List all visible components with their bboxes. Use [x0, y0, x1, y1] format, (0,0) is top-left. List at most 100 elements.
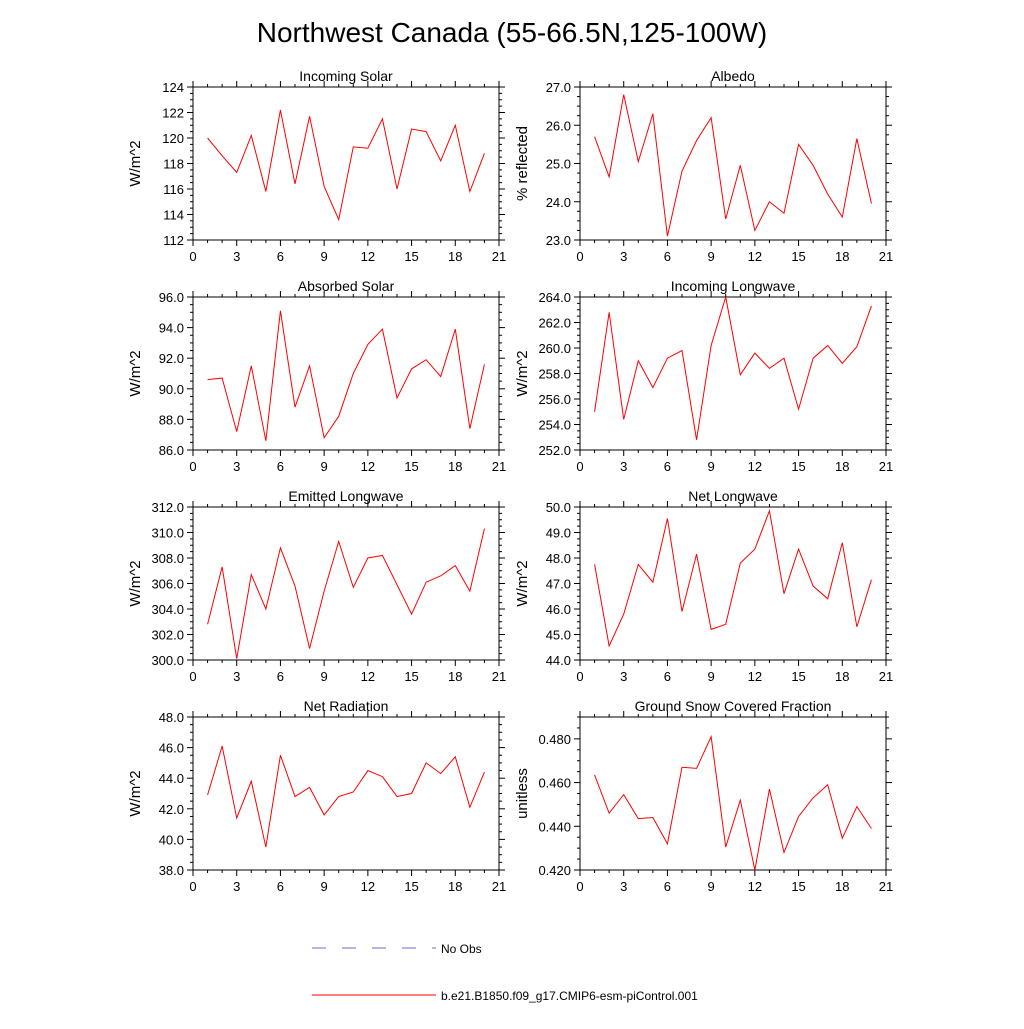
x-tick-label: 0: [189, 459, 196, 474]
series-line: [207, 109, 485, 222]
y-tick-label: 302.0: [151, 628, 184, 643]
x-tick-label: 6: [277, 249, 284, 264]
legend-obs-label: No Obs: [441, 942, 482, 956]
y-axis-label: % reflected: [514, 126, 531, 201]
y-tick-label: 308.0: [151, 551, 184, 566]
x-tick-label: 6: [664, 249, 671, 264]
panel-title: Net Radiation: [304, 698, 389, 714]
y-tick-label: 46.0: [159, 741, 184, 756]
x-tick-label: 18: [448, 249, 462, 264]
x-tick-label: 3: [620, 879, 627, 894]
x-tick-label: 3: [620, 459, 627, 474]
panel-absorbed-solar: Absorbed Solar W/m^2 0 3 6 9 12 15 18 21 86.0 88.0 9…: [127, 278, 506, 474]
y-tick-label: 124: [162, 80, 184, 95]
x-tick-label: 21: [492, 459, 506, 474]
panels: Incoming Solar W/m^2 0 3 6 9 12 15 18 21 112 114 116…: [127, 68, 893, 894]
x-tick-label: 6: [277, 669, 284, 684]
x-tick-label: 9: [321, 249, 328, 264]
panel-emitted-longwave: Emitted Longwave W/m^2 0 3 6 9 12 15 18 21 300.0 30…: [127, 488, 506, 684]
y-tick-label: 45.0: [546, 628, 571, 643]
x-tick-label: 18: [835, 669, 849, 684]
x-tick-label: 6: [277, 459, 284, 474]
panel-ground-snow-covered-fraction: Ground Snow Covered Fraction unitless 0 3 6 9…: [514, 698, 893, 894]
y-tick-label: 256.0: [538, 392, 571, 407]
x-tick-label: 0: [576, 669, 583, 684]
x-tick-label: 9: [708, 249, 715, 264]
y-tick-label: 38.0: [159, 863, 184, 878]
panel-title: Net Longwave: [688, 488, 778, 504]
y-tick-label: 0.480: [538, 732, 571, 747]
y-tick-label: 48.0: [546, 551, 571, 566]
y-axis-label: unitless: [514, 768, 531, 819]
y-axis-label: W/m^2: [514, 560, 531, 606]
series-line: [207, 310, 485, 441]
x-tick-label: 15: [404, 669, 418, 684]
y-tick-label: 114: [163, 208, 184, 223]
x-tick-label: 15: [791, 249, 805, 264]
y-axis-label: W/m^2: [127, 350, 144, 396]
x-tick-label: 21: [879, 459, 893, 474]
y-tick-label: 264.0: [538, 290, 571, 305]
x-tick-label: 3: [233, 669, 240, 684]
y-tick-label: 88.0: [159, 412, 184, 427]
x-tick-label: 12: [748, 249, 762, 264]
y-tick-label: 0.440: [538, 819, 571, 834]
y-tick-label: 122: [162, 106, 184, 121]
x-tick-label: 15: [404, 879, 418, 894]
y-tick-label: 118: [163, 157, 184, 172]
x-tick-label: 18: [835, 879, 849, 894]
x-tick-label: 9: [321, 669, 328, 684]
y-tick-label: 47.0: [546, 577, 571, 592]
y-tick-label: 46.0: [546, 602, 571, 617]
x-tick-label: 6: [664, 669, 671, 684]
x-tick-label: 0: [576, 459, 583, 474]
x-tick-label: 9: [321, 459, 328, 474]
x-tick-label: 9: [708, 459, 715, 474]
plot-frame: [579, 296, 887, 451]
x-tick-label: 12: [748, 669, 762, 684]
x-tick-label: 12: [361, 459, 375, 474]
y-tick-label: 0.460: [538, 776, 571, 791]
series-line: [594, 94, 872, 237]
y-axis-label: W/m^2: [127, 140, 144, 186]
y-tick-label: 94.0: [159, 321, 184, 336]
x-tick-label: 18: [448, 669, 462, 684]
y-tick-label: 304.0: [151, 602, 184, 617]
y-tick-label: 44.0: [159, 771, 184, 786]
panel-title: Incoming Longwave: [671, 278, 796, 294]
x-tick-label: 0: [189, 669, 196, 684]
x-tick-label: 6: [277, 879, 284, 894]
series-line: [207, 745, 485, 848]
y-tick-label: 24.0: [546, 195, 571, 210]
y-tick-label: 112: [163, 233, 184, 248]
x-tick-label: 6: [664, 879, 671, 894]
y-tick-label: 23.0: [546, 233, 571, 248]
y-tick-label: 120: [162, 131, 184, 146]
plot-frame: [192, 86, 500, 241]
legend-model-label: b.e21.B1850.f09_g17.CMIP6-esm-piControl.…: [441, 989, 698, 1003]
y-tick-label: 86.0: [159, 443, 184, 458]
panel-albedo: Albedo % reflected 0 3 6 9 12 15 18 21 23.0 24.0 25.…: [514, 68, 893, 264]
x-tick-label: 3: [620, 249, 627, 264]
y-tick-label: 40.0: [159, 832, 184, 847]
series-line: [594, 296, 872, 440]
series-line: [207, 528, 485, 659]
legend: No Obs b.e21.B1850.f09_g17.CMIP6-esm-piC…: [312, 942, 698, 1003]
y-tick-label: 310.0: [151, 526, 184, 541]
plot-frame: [579, 86, 887, 241]
y-tick-label: 50.0: [546, 500, 571, 515]
x-tick-label: 9: [708, 879, 715, 894]
y-tick-label: 300.0: [151, 653, 184, 668]
x-tick-label: 0: [576, 879, 583, 894]
plot-frame: [579, 506, 887, 661]
y-tick-label: 42.0: [159, 802, 184, 817]
figure-title: Northwest Canada (55-66.5N,125-100W): [257, 17, 767, 48]
panel-title: Emitted Longwave: [288, 488, 403, 504]
y-tick-label: 258.0: [538, 367, 571, 382]
y-axis-label: W/m^2: [514, 350, 531, 396]
y-tick-label: 25.0: [546, 157, 571, 172]
x-tick-label: 18: [835, 249, 849, 264]
x-tick-label: 0: [189, 879, 196, 894]
